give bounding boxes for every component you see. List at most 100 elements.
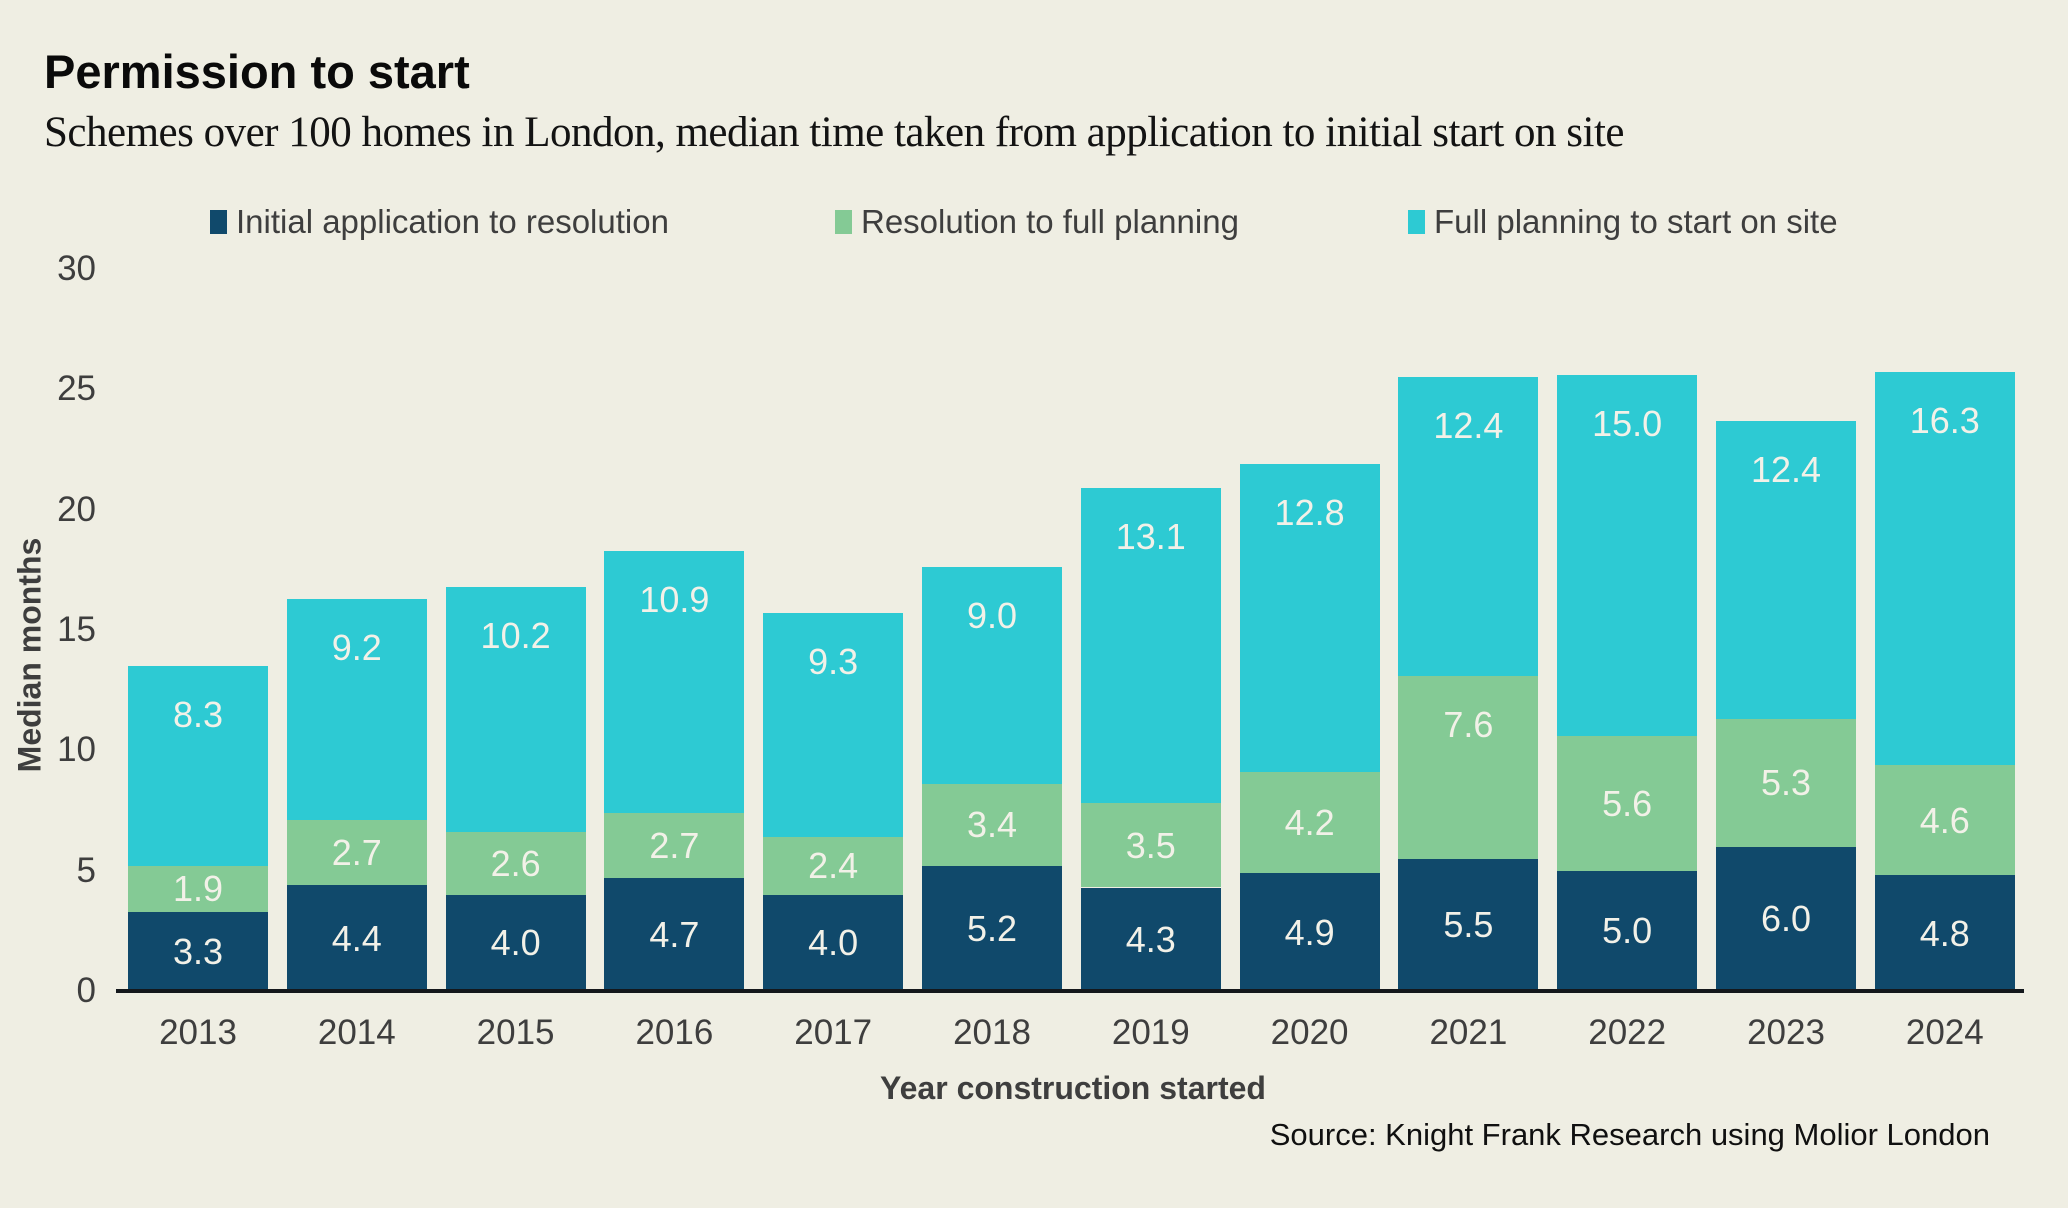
bar-segment: 1.9 <box>128 865 268 912</box>
x-tick-label: 2017 <box>794 1013 873 1052</box>
x-tick-label: 2015 <box>476 1013 555 1052</box>
legend-swatch-icon <box>1408 210 1425 234</box>
page-subtitle: Schemes over 100 homes in London, median… <box>44 109 1624 156</box>
bar-segment: 4.3 <box>1080 887 1221 991</box>
y-tick-label: 5 <box>76 850 96 890</box>
y-tick-label: 25 <box>57 369 96 409</box>
legend-label: Full planning to start on site <box>1434 203 1838 240</box>
bar-segment-label: 3.3 <box>172 930 224 972</box>
bar-segment: 8.3 <box>128 666 268 866</box>
bar-segment: 4.8 <box>1874 875 2015 991</box>
bar-segment: 6.0 <box>1716 846 1856 991</box>
x-tick-label: 2021 <box>1429 1013 1508 1052</box>
bar-segment: 2.4 <box>763 836 904 895</box>
bar-segment-label: 2.7 <box>331 832 382 874</box>
bar-segment: 3.4 <box>922 784 1062 866</box>
page-title: Permission to start <box>44 45 470 98</box>
bar-segment-label: 2.4 <box>808 845 859 887</box>
x-tick-label: 2024 <box>1905 1013 1984 1052</box>
y-tick-label: 0 <box>76 971 96 1010</box>
source-note: Source: Knight Frank Research using Moli… <box>1269 1117 1990 1152</box>
bar-segment-label: 9.0 <box>966 595 1018 637</box>
bar-segment: 9.2 <box>286 598 427 821</box>
x-axis-line <box>116 989 2024 993</box>
x-tick-label: 2018 <box>953 1013 1031 1052</box>
bar-segment-label: 10.9 <box>639 578 710 620</box>
bar-segment-label: 2.7 <box>649 824 700 866</box>
legend-swatch-icon <box>835 210 852 234</box>
bar-segment-label: 4.4 <box>331 917 382 959</box>
bar-segment: 2.7 <box>604 812 745 878</box>
bar-segment-label: 5.0 <box>1602 910 1653 952</box>
bar-segment: 2.7 <box>286 820 427 886</box>
bar-segment-label: 12.8 <box>1274 491 1345 533</box>
legend-item: Full planning to start on site <box>1408 202 1838 242</box>
x-tick-label: 2014 <box>317 1013 396 1052</box>
bar-segment-label: 5.3 <box>1760 762 1812 804</box>
bar-segment-label: 10.2 <box>480 614 551 656</box>
bar-segment-label: 12.4 <box>1750 448 1822 490</box>
bar-segment: 12.8 <box>1239 463 1380 772</box>
bar-segment-label: 15.0 <box>1592 402 1663 444</box>
x-tick-label: 2023 <box>1747 1013 1825 1052</box>
bar-segment: 5.3 <box>1716 719 1856 847</box>
bar-segment: 12.4 <box>1398 377 1539 676</box>
legend-item: Initial application to resolution <box>210 202 669 242</box>
bar-segment-label: 4.7 <box>649 913 700 955</box>
bar-segment: 15.0 <box>1557 374 1698 736</box>
bar-segment: 5.0 <box>1557 870 1698 991</box>
bar-segment: 10.9 <box>604 550 745 813</box>
bar-segment-label: 6.0 <box>1760 898 1812 940</box>
bar-segment-label: 5.5 <box>1443 904 1494 946</box>
bar-segment-label: 1.9 <box>172 868 224 910</box>
x-tick-label: 2016 <box>635 1013 714 1052</box>
bar-segment-label: 16.3 <box>1909 400 1980 442</box>
bar-segment-label: 4.0 <box>808 922 859 964</box>
x-axis-title: Year construction started <box>880 1070 1266 1106</box>
legend-label: Resolution to full planning <box>861 203 1239 240</box>
bar-segment-label: 3.4 <box>966 804 1018 846</box>
bar-segment: 4.2 <box>1239 771 1380 874</box>
bar-segment-label: 4.8 <box>1919 912 1970 954</box>
bar-segment-label: 4.3 <box>1125 918 1176 960</box>
bar-segment-label: 9.2 <box>331 626 382 668</box>
bar-segment: 10.2 <box>445 586 586 833</box>
x-tick-label: 2013 <box>159 1013 237 1052</box>
bar-segment: 13.1 <box>1080 488 1221 804</box>
bar-segment: 5.6 <box>1557 735 1698 871</box>
legend-swatch-icon <box>210 210 227 234</box>
bar-segment: 16.3 <box>1874 372 2015 765</box>
bar-segment-label: 4.2 <box>1284 802 1335 844</box>
bar-segment: 3.5 <box>1080 803 1221 888</box>
bar-segment-label: 4.0 <box>490 922 541 964</box>
bar-segment: 5.2 <box>922 865 1062 991</box>
bar-segment-label: 5.6 <box>1602 782 1653 824</box>
bar-segment: 3.3 <box>128 911 268 991</box>
legend-label: Initial application to resolution <box>236 203 669 240</box>
x-tick-label: 2020 <box>1270 1013 1349 1052</box>
bar-segment-label: 8.3 <box>172 694 224 736</box>
bar-segment: 4.6 <box>1874 764 2015 876</box>
bar-segment: 4.4 <box>286 885 427 991</box>
bar-segment-label: 7.6 <box>1443 703 1494 745</box>
bar-segment-label: 9.3 <box>808 641 859 683</box>
x-tick-label: 2019 <box>1111 1013 1190 1052</box>
bar-segment: 7.6 <box>1398 675 1539 859</box>
y-tick-label: 15 <box>57 609 96 649</box>
y-tick-label: 10 <box>57 730 96 770</box>
bar-segment: 9.0 <box>922 567 1062 785</box>
x-tick-label: 2022 <box>1588 1013 1667 1052</box>
bar-segment: 5.5 <box>1398 858 1539 991</box>
bar-segment: 4.0 <box>763 894 904 991</box>
legend-item: Resolution to full planning <box>835 202 1239 242</box>
bar-segment-label: 13.1 <box>1115 516 1186 557</box>
bar-segment-label: 12.4 <box>1433 405 1504 447</box>
bar-segment-label: 2.6 <box>490 842 541 884</box>
bar-segment-label: 4.9 <box>1284 911 1335 953</box>
y-tick-label: 20 <box>57 489 96 529</box>
bar-segment-label: 5.2 <box>966 907 1018 949</box>
bar-segment-label: 4.6 <box>1919 799 1970 841</box>
y-tick-label: 30 <box>57 248 96 288</box>
bar-segment: 12.4 <box>1716 420 1856 720</box>
